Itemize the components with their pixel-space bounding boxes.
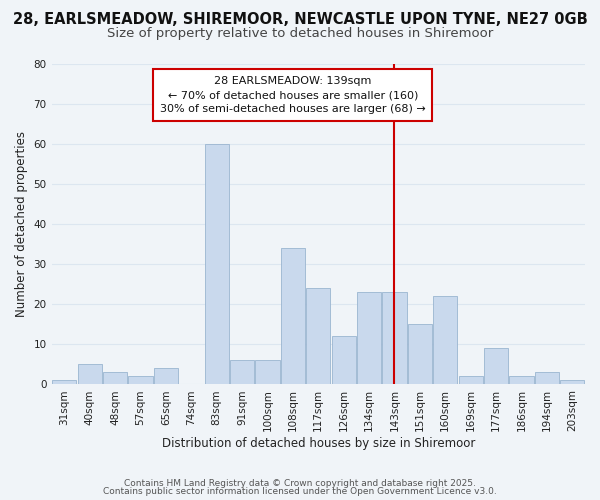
Text: 28 EARLSMEADOW: 139sqm
← 70% of detached houses are smaller (160)
30% of semi-de: 28 EARLSMEADOW: 139sqm ← 70% of detached… — [160, 76, 426, 114]
Bar — [458, 376, 483, 384]
Bar — [205, 144, 229, 384]
Bar — [332, 336, 356, 384]
Text: Size of property relative to detached houses in Shiremoor: Size of property relative to detached ho… — [107, 28, 493, 40]
Bar — [103, 372, 127, 384]
Bar — [128, 376, 152, 384]
Bar — [230, 360, 254, 384]
Bar — [560, 380, 584, 384]
Text: Contains public sector information licensed under the Open Government Licence v3: Contains public sector information licen… — [103, 487, 497, 496]
Bar — [306, 288, 331, 384]
Text: Contains HM Land Registry data © Crown copyright and database right 2025.: Contains HM Land Registry data © Crown c… — [124, 478, 476, 488]
Bar — [433, 296, 457, 384]
X-axis label: Distribution of detached houses by size in Shiremoor: Distribution of detached houses by size … — [161, 437, 475, 450]
Bar — [408, 324, 432, 384]
Y-axis label: Number of detached properties: Number of detached properties — [15, 131, 28, 317]
Bar — [256, 360, 280, 384]
Bar — [509, 376, 533, 384]
Bar — [77, 364, 102, 384]
Bar — [281, 248, 305, 384]
Bar — [52, 380, 76, 384]
Bar — [357, 292, 381, 384]
Bar — [535, 372, 559, 384]
Bar — [154, 368, 178, 384]
Text: 28, EARLSMEADOW, SHIREMOOR, NEWCASTLE UPON TYNE, NE27 0GB: 28, EARLSMEADOW, SHIREMOOR, NEWCASTLE UP… — [13, 12, 587, 28]
Bar — [484, 348, 508, 384]
Bar — [382, 292, 407, 384]
